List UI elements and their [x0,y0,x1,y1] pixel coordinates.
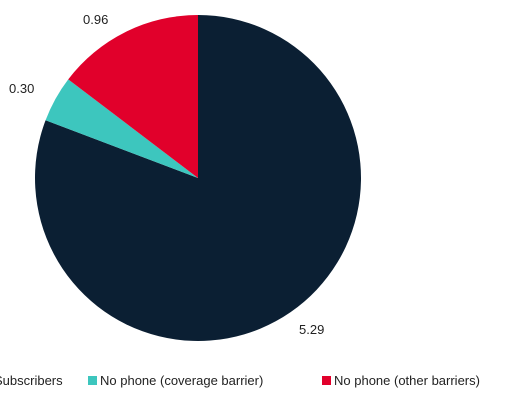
legend-swatch-coverage-barrier [88,376,97,385]
data-label-coverage-barrier: 0.30 [9,81,34,96]
legend-swatch-other-barriers [322,376,331,385]
legend-label-other-barriers: No phone (other barriers) [334,373,480,388]
pie-slices [35,15,361,341]
legend-label-coverage-barrier: No phone (coverage barrier) [100,373,263,388]
data-label-subscribers: 5.29 [299,322,324,337]
legend: Subscribers No phone (coverage barrier) … [0,373,480,388]
pie-slice-other-barriers [68,15,199,178]
data-label-other-barriers: 0.96 [83,12,108,27]
pie-slice-coverage-barrier [45,79,198,178]
legend-label-subscribers: Subscribers [0,373,63,388]
